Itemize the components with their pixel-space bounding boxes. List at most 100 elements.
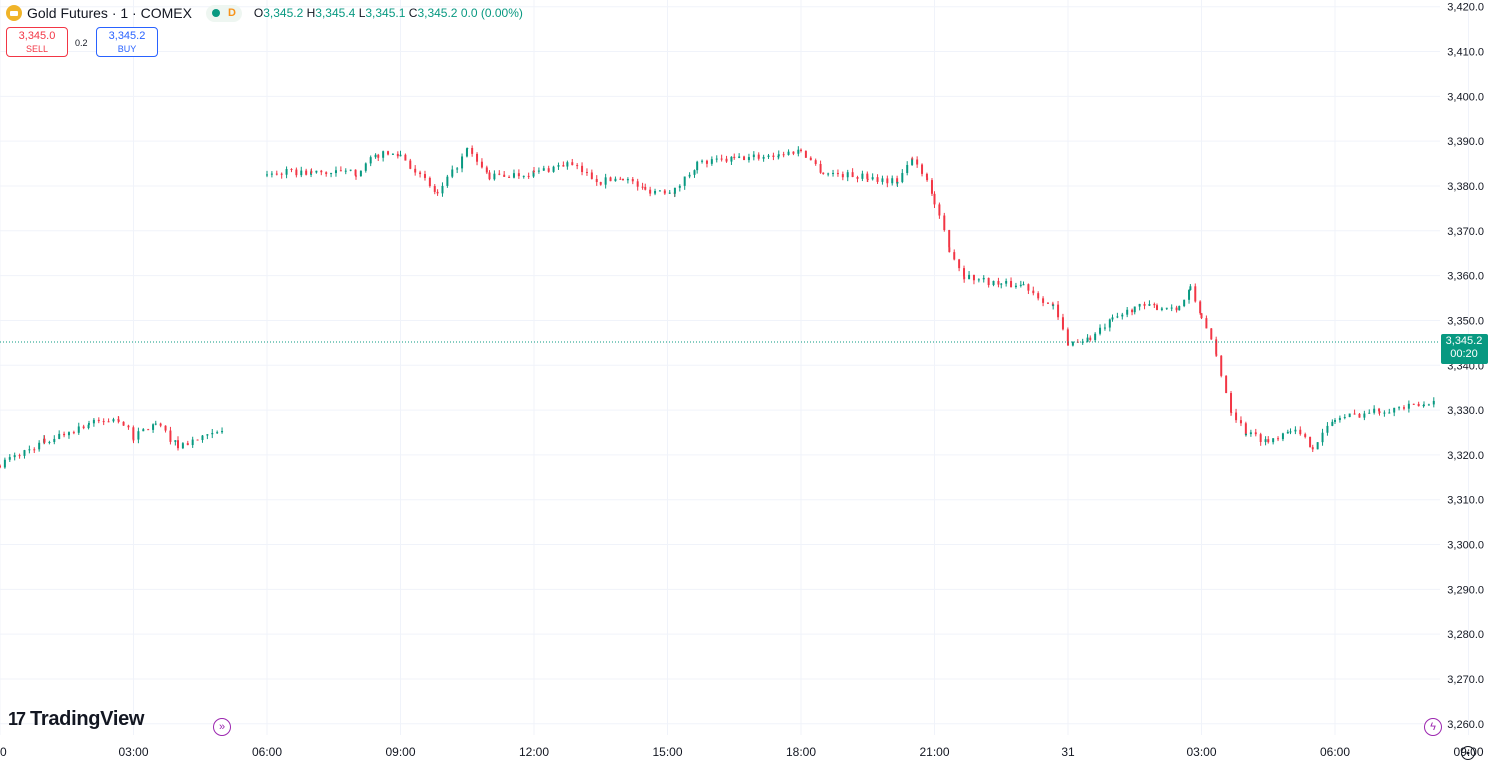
- candle-body: [715, 158, 718, 160]
- ohlc-values: O3,345.2 H3,345.4 L3,345.1 C3,345.2 0.0 …: [254, 6, 523, 20]
- candle-body: [609, 177, 612, 182]
- candle-body: [1178, 306, 1181, 311]
- candle-body: [901, 173, 904, 182]
- candle-body: [1299, 429, 1302, 435]
- x-tick-label: 18:00: [786, 745, 816, 759]
- low-value: 3,345.1: [365, 6, 406, 20]
- candle-body: [1321, 432, 1324, 443]
- candle-body: [1294, 429, 1297, 432]
- candle-body: [1205, 318, 1208, 329]
- candle-body: [636, 181, 639, 187]
- candle-body: [1259, 434, 1262, 442]
- candle-body: [1245, 434, 1247, 436]
- candle-body: [1331, 421, 1334, 426]
- candle-body: [846, 172, 849, 178]
- candle-body: [191, 439, 194, 446]
- candle-body: [841, 174, 844, 178]
- candle-body: [1277, 438, 1280, 440]
- candle-body: [1373, 408, 1376, 413]
- candle-body: [1200, 313, 1203, 319]
- tradingview-wordmark: TradingView: [30, 708, 145, 730]
- candle-body: [132, 427, 135, 440]
- candle-body: [1304, 434, 1307, 437]
- candle-body: [619, 178, 622, 180]
- candle-body: [377, 154, 380, 158]
- candle-body: [876, 177, 879, 182]
- candle-body: [441, 185, 444, 194]
- x-tick-label: 03:00: [1186, 745, 1216, 759]
- market-open-status-icon: [211, 9, 220, 17]
- candle-body: [933, 193, 936, 205]
- candle-body: [1046, 302, 1049, 304]
- candle-body: [958, 259, 961, 269]
- symbol-legend: Gold Futures · 1 · COMEX D O3,345.2 H3,3…: [6, 4, 523, 22]
- candle-body: [948, 247, 951, 253]
- candle-body: [8, 457, 11, 460]
- sell-button[interactable]: 3,345.0 SELL: [6, 27, 68, 57]
- candle-body: [982, 277, 985, 280]
- candle-body: [290, 169, 293, 171]
- candle-body: [797, 149, 800, 154]
- candle-body: [1099, 327, 1102, 334]
- candle-body: [856, 177, 859, 179]
- lightning-icon[interactable]: ϟ: [1424, 718, 1442, 736]
- candle-body: [720, 158, 723, 160]
- symbol-title[interactable]: Gold Futures · 1 · COMEX: [27, 5, 192, 21]
- candle-body: [1398, 407, 1401, 409]
- candle-body: [804, 150, 807, 158]
- buy-button[interactable]: 3,345.2 BUY: [96, 27, 158, 57]
- candle-body: [112, 419, 115, 422]
- candle-body: [1383, 412, 1386, 414]
- candle-body: [832, 172, 835, 174]
- candle-body: [1286, 431, 1289, 434]
- candle-body: [1094, 333, 1097, 340]
- status-badges[interactable]: D: [205, 4, 242, 22]
- candlestick-series: [0, 145, 1435, 469]
- candle-body: [169, 430, 172, 442]
- candle-body: [886, 178, 889, 184]
- candle-body: [206, 434, 209, 436]
- candle-body: [654, 190, 657, 194]
- candle-body: [930, 180, 933, 194]
- candle-body: [1378, 408, 1381, 412]
- candle-body: [127, 425, 130, 428]
- candle-body: [987, 277, 990, 286]
- candle-body: [733, 156, 736, 158]
- candle-body: [1052, 304, 1055, 306]
- candle-body: [1264, 439, 1267, 442]
- double-chevron-right-icon[interactable]: »: [213, 718, 231, 736]
- y-tick-label: 3,330.0: [1447, 405, 1484, 417]
- candle-body: [339, 170, 342, 172]
- candle-body: [1000, 283, 1003, 285]
- sell-price: 3,345.0: [18, 30, 56, 42]
- candle-body: [542, 168, 545, 171]
- candle-body: [1037, 293, 1040, 299]
- candle-body: [1067, 341, 1069, 346]
- candle-body: [1057, 304, 1060, 318]
- candle-body: [992, 280, 995, 286]
- candle-body: [107, 421, 110, 423]
- candle-body: [1027, 284, 1030, 291]
- candle-body: [972, 274, 975, 281]
- bar-countdown-label: 00:20: [1450, 348, 1478, 360]
- candle-body: [1215, 354, 1218, 356]
- tradingview-logo[interactable]: 17 TradingView: [8, 708, 144, 731]
- candle-body: [701, 160, 704, 162]
- candle-body: [285, 169, 288, 175]
- candle-body: [1165, 307, 1168, 309]
- candle-body: [948, 230, 951, 248]
- open-key: O: [253, 6, 264, 20]
- y-tick-label: 3,350.0: [1447, 315, 1484, 327]
- candle-body: [476, 153, 479, 162]
- candle-body: [649, 189, 652, 194]
- last-price-tag: 3,345.2 00:20: [1441, 333, 1488, 364]
- candle-body: [1189, 286, 1192, 291]
- candle-body: [1281, 433, 1284, 440]
- candle-body: [181, 443, 184, 449]
- x-tick-label: 31: [1061, 745, 1075, 759]
- candle-body: [585, 172, 588, 174]
- candle-body: [186, 443, 189, 446]
- gear-icon[interactable]: ●: [1461, 746, 1475, 760]
- candle-body: [63, 433, 66, 436]
